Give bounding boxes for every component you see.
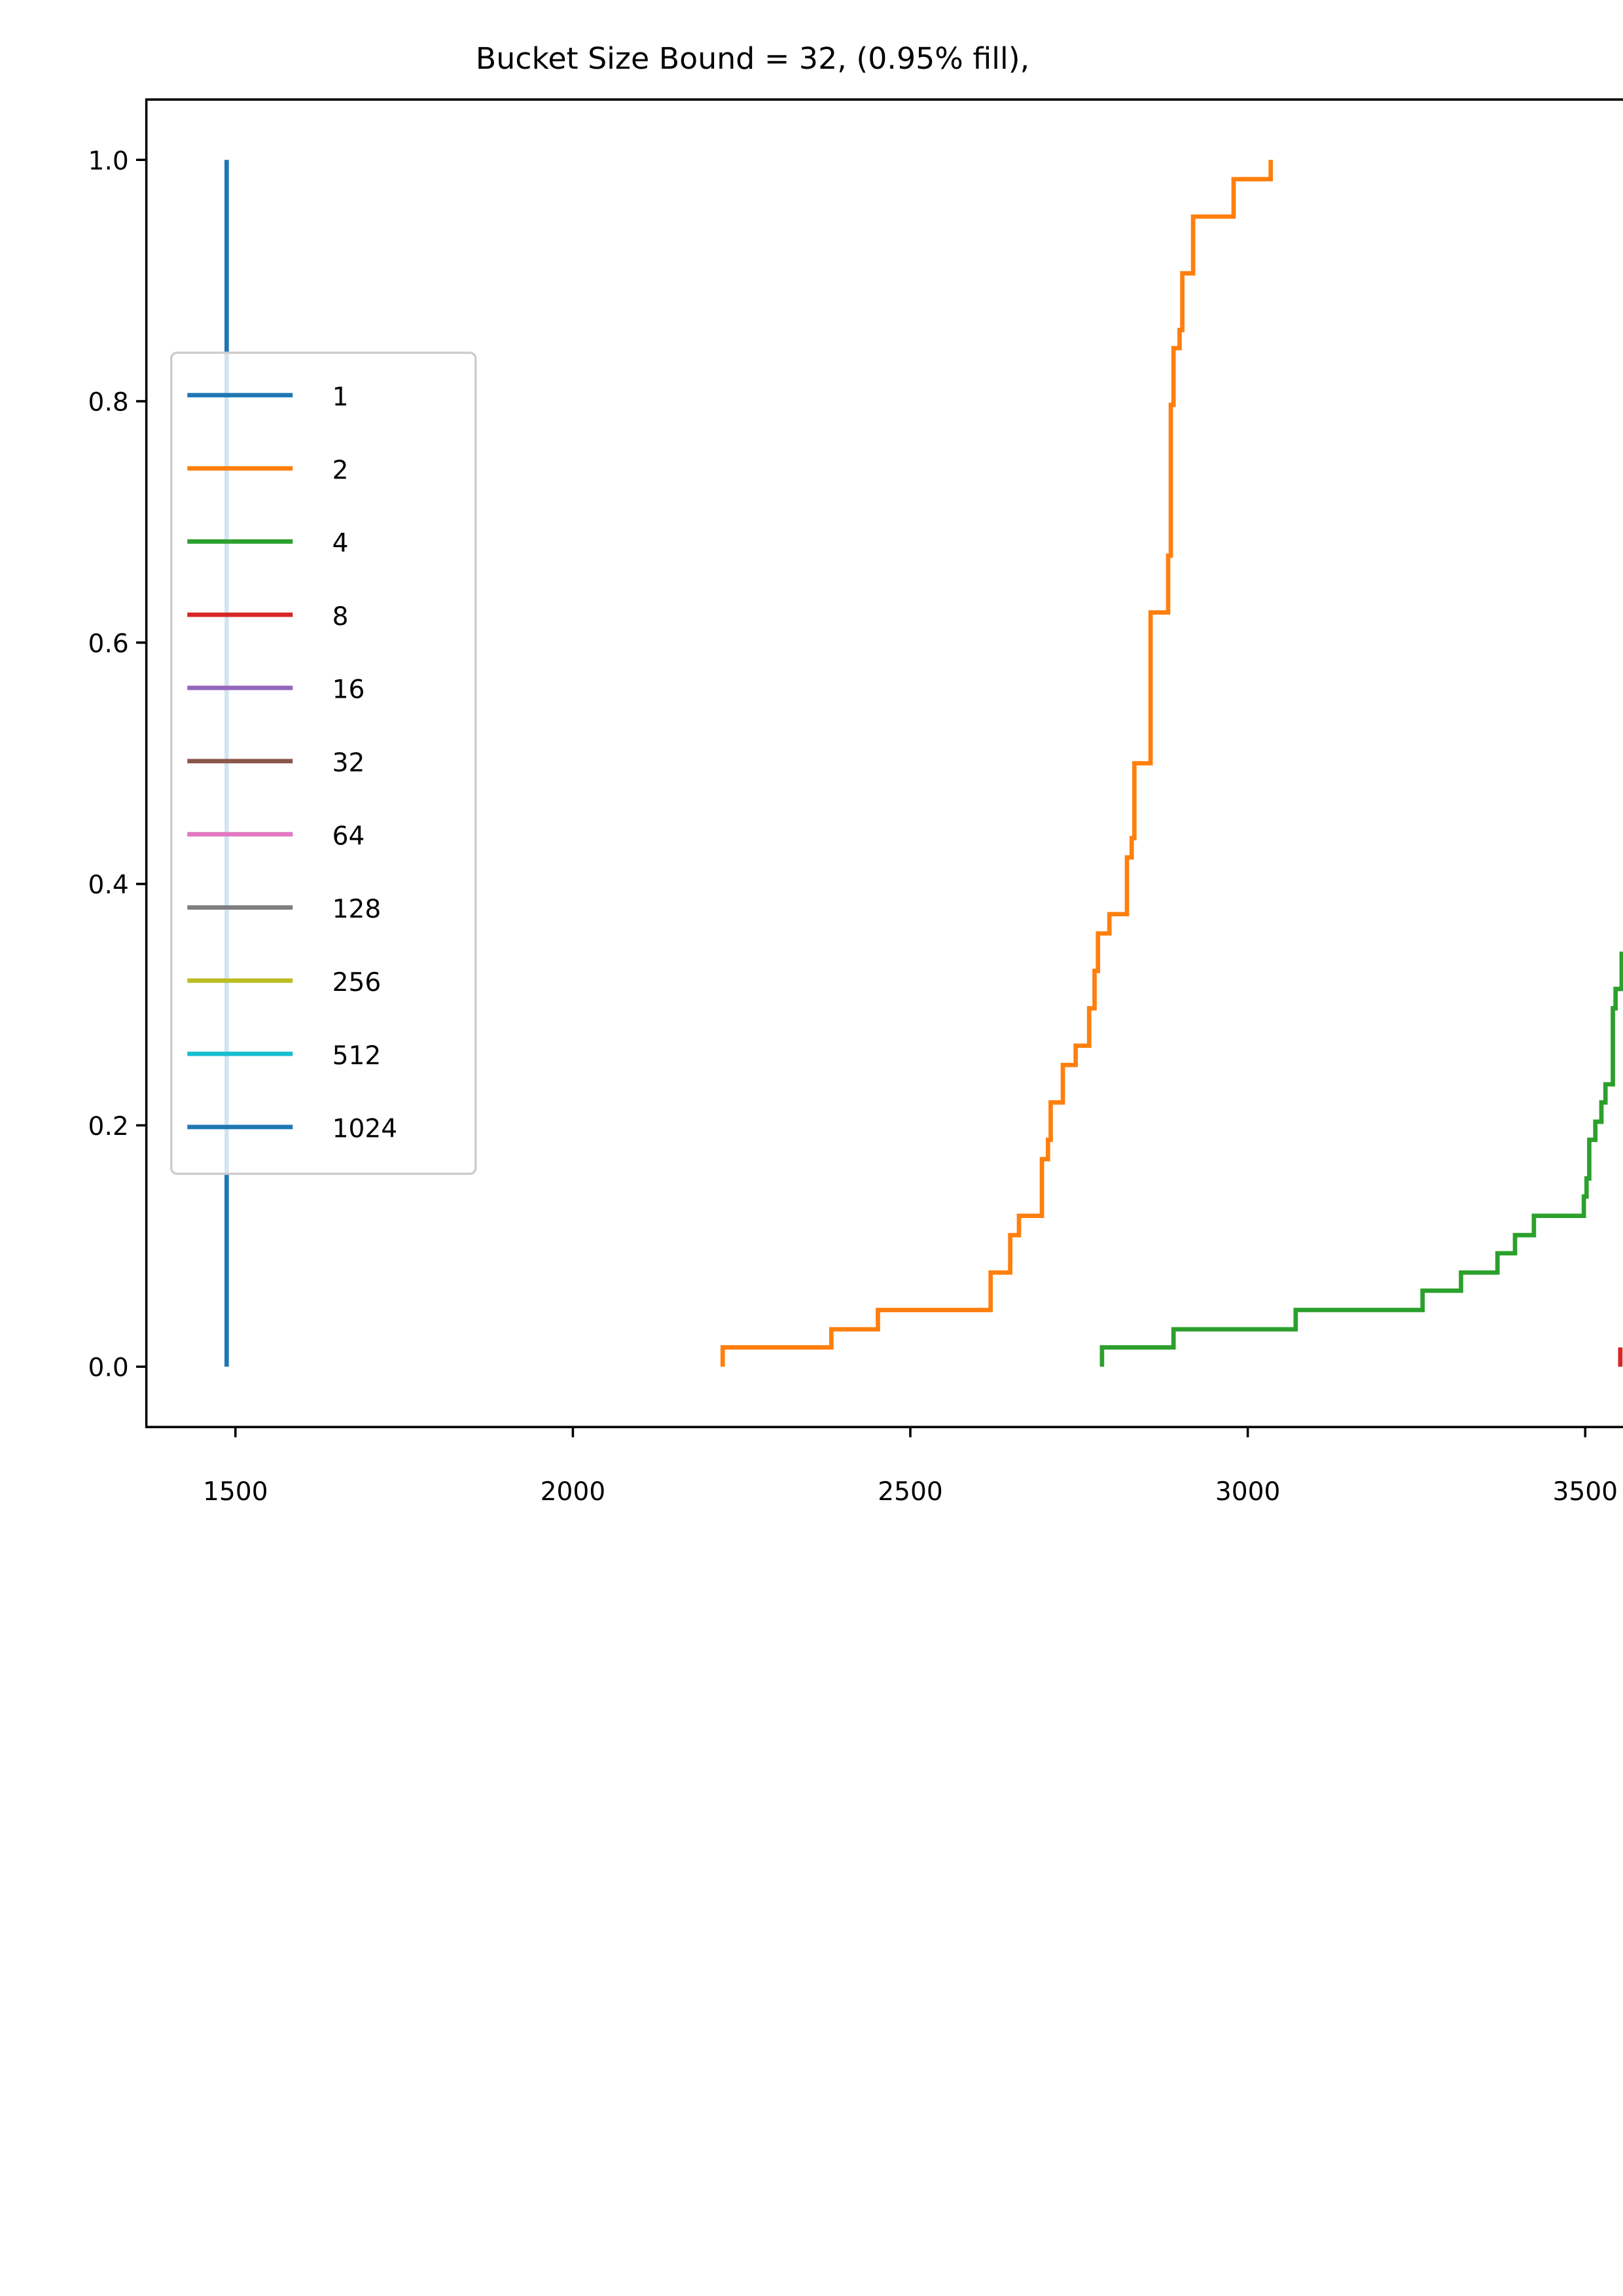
legend-label: 8: [332, 602, 349, 632]
legend-label: 256: [332, 968, 382, 997]
legend-label: 16: [332, 675, 365, 705]
y-tick-label: 1.0: [88, 147, 129, 176]
legend-label: 2: [332, 456, 349, 485]
legend-label: 128: [332, 895, 382, 924]
series-line: [720, 160, 1274, 1367]
x-tick-label: 3000: [1215, 1477, 1281, 1507]
y-tick-label: 0.4: [88, 870, 129, 900]
x-tick-label: 1500: [203, 1477, 268, 1507]
legend-label: 32: [332, 749, 365, 778]
legend-label: 1024: [332, 1115, 398, 1144]
axes-frame: [145, 98, 1623, 1429]
y-tick-label: 0.0: [88, 1354, 129, 1383]
y-tick-label: 0.8: [88, 388, 129, 418]
legend-box: [169, 351, 477, 1175]
legend-label: 4: [332, 529, 349, 558]
legend-label: 64: [332, 821, 365, 851]
chart-title: Bucket Size Bound = 32, (0.95% fill),: [476, 41, 1029, 76]
legend-label: 512: [332, 1041, 382, 1071]
y-tick-label: 0.6: [88, 629, 129, 658]
series-line: [1099, 951, 1623, 1367]
x-tick-label: 2000: [541, 1477, 606, 1507]
x-tick-label: 2500: [878, 1477, 943, 1507]
x-tick-label: 3500: [1552, 1477, 1618, 1507]
y-tick-label: 0.2: [88, 1112, 129, 1141]
legend-label: 1: [332, 382, 349, 412]
